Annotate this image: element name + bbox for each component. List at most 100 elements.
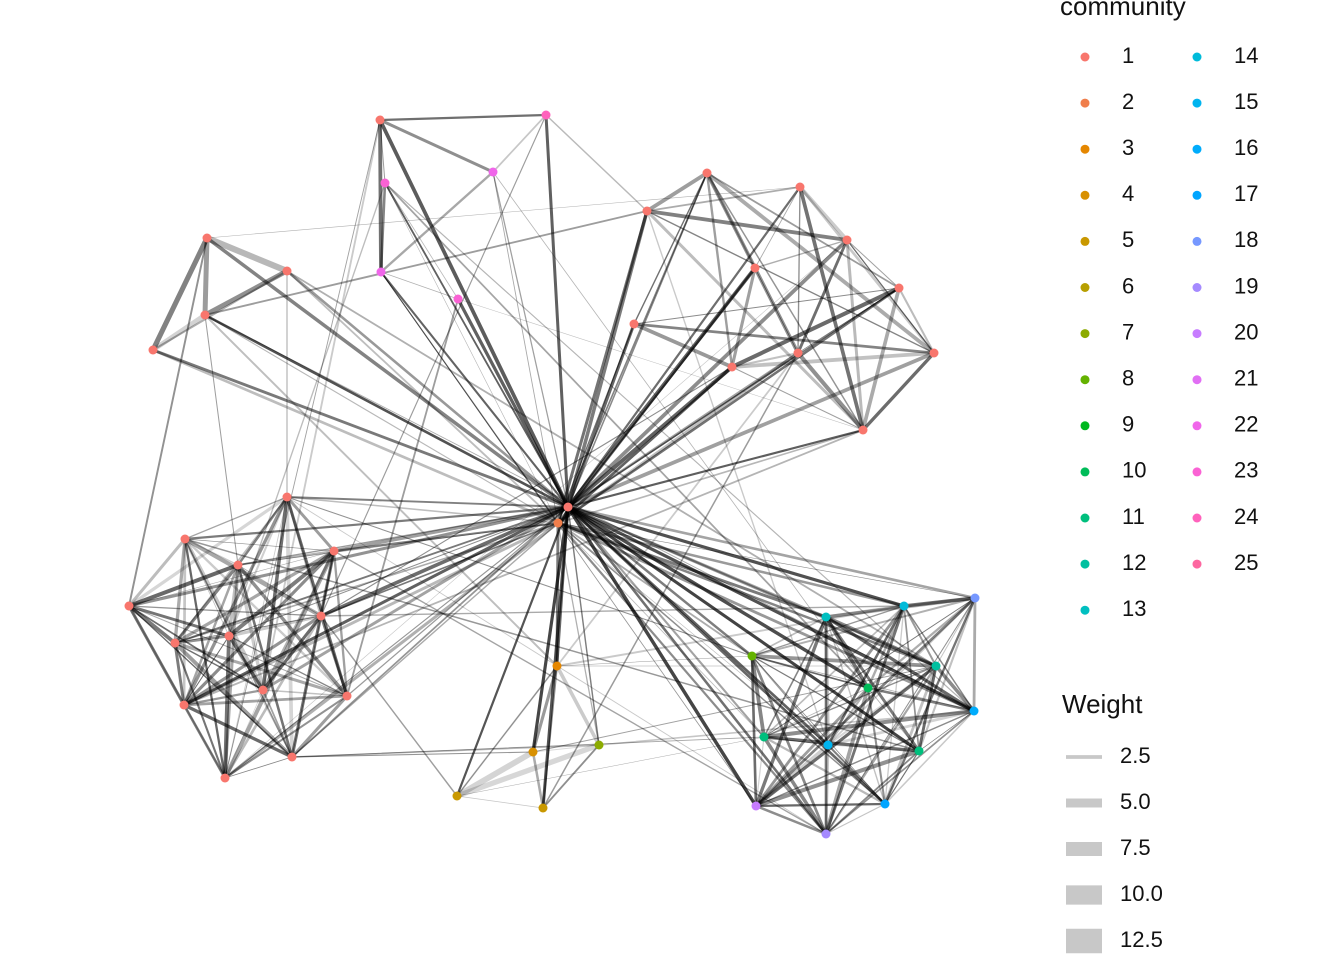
edge <box>384 182 559 524</box>
node <box>380 178 390 188</box>
edge <box>227 549 336 638</box>
edge <box>754 186 801 269</box>
legend-label: 10 <box>1122 458 1146 483</box>
legend-key <box>1192 98 1202 108</box>
node <box>488 167 498 177</box>
edge <box>319 505 570 618</box>
edge <box>455 505 570 798</box>
edge <box>751 655 829 746</box>
edge <box>645 209 849 242</box>
edge <box>557 522 765 738</box>
edge <box>531 505 570 754</box>
edges <box>127 113 977 836</box>
legend-label: 19 <box>1234 273 1258 298</box>
edge <box>184 538 293 758</box>
edge <box>182 563 240 707</box>
edge <box>824 743 830 836</box>
edge <box>934 664 976 713</box>
edge <box>227 495 289 638</box>
edge <box>456 352 799 797</box>
edge <box>761 708 977 740</box>
edge <box>286 496 753 657</box>
legend: community Weight 12345678910111213141516… <box>1060 0 1258 954</box>
node <box>793 348 803 358</box>
edge <box>262 689 293 758</box>
edge <box>128 237 208 607</box>
legend-label: 4 <box>1122 181 1134 206</box>
edge <box>556 209 649 525</box>
edge <box>754 804 828 836</box>
edge <box>827 597 976 746</box>
node <box>880 799 890 809</box>
edge <box>646 210 829 746</box>
legend-title: Weight <box>1062 689 1143 719</box>
edge <box>237 564 322 617</box>
edge <box>378 113 548 122</box>
edge <box>151 348 560 525</box>
edge <box>566 505 758 808</box>
edge <box>236 495 289 567</box>
edge <box>798 185 865 432</box>
node <box>148 345 158 355</box>
node <box>233 560 243 570</box>
edge <box>224 695 348 779</box>
legend-label: 12 <box>1122 550 1146 575</box>
edge <box>754 686 870 808</box>
edge <box>174 496 288 644</box>
edge <box>646 210 935 354</box>
edge <box>378 118 570 509</box>
edge <box>827 744 920 752</box>
edge <box>763 687 869 738</box>
edge <box>454 742 602 799</box>
edge <box>379 181 387 274</box>
node <box>376 267 386 277</box>
edge <box>173 641 186 707</box>
edge <box>286 496 559 524</box>
edge <box>183 505 570 541</box>
edge <box>544 113 570 509</box>
edge <box>566 238 849 509</box>
node <box>282 266 292 276</box>
edge <box>203 234 291 275</box>
edge <box>824 664 938 836</box>
edge <box>632 322 734 369</box>
edge <box>846 239 935 354</box>
edge <box>261 614 323 692</box>
edge <box>730 351 936 369</box>
edge <box>542 744 600 809</box>
edge <box>755 736 765 807</box>
node <box>759 732 769 742</box>
edge <box>866 596 977 690</box>
legend-key <box>1192 283 1202 292</box>
edge <box>566 428 865 509</box>
edge <box>826 604 906 747</box>
edge <box>566 505 766 739</box>
node <box>282 492 292 502</box>
edge <box>182 703 227 780</box>
node <box>224 631 234 641</box>
edge <box>174 522 559 644</box>
legend-key <box>1080 513 1090 523</box>
legend-label: 16 <box>1234 135 1258 160</box>
node <box>538 803 548 813</box>
edge <box>173 563 240 645</box>
legend-key <box>1080 467 1090 477</box>
edge <box>150 235 210 353</box>
legend-label: 20 <box>1234 319 1258 344</box>
edge <box>379 270 570 509</box>
edge <box>384 182 569 508</box>
legend-label: 18 <box>1234 227 1258 252</box>
edge <box>236 549 336 567</box>
legend-key <box>1080 236 1090 246</box>
edge <box>236 563 349 698</box>
edge <box>566 505 938 668</box>
edge <box>557 429 864 524</box>
edge <box>184 538 920 752</box>
edge <box>633 287 900 325</box>
legend-key <box>1192 421 1202 431</box>
edge <box>127 495 289 608</box>
edge <box>286 270 559 524</box>
edge <box>556 365 734 525</box>
edge <box>456 297 570 509</box>
legend-label: 7 <box>1122 319 1134 344</box>
